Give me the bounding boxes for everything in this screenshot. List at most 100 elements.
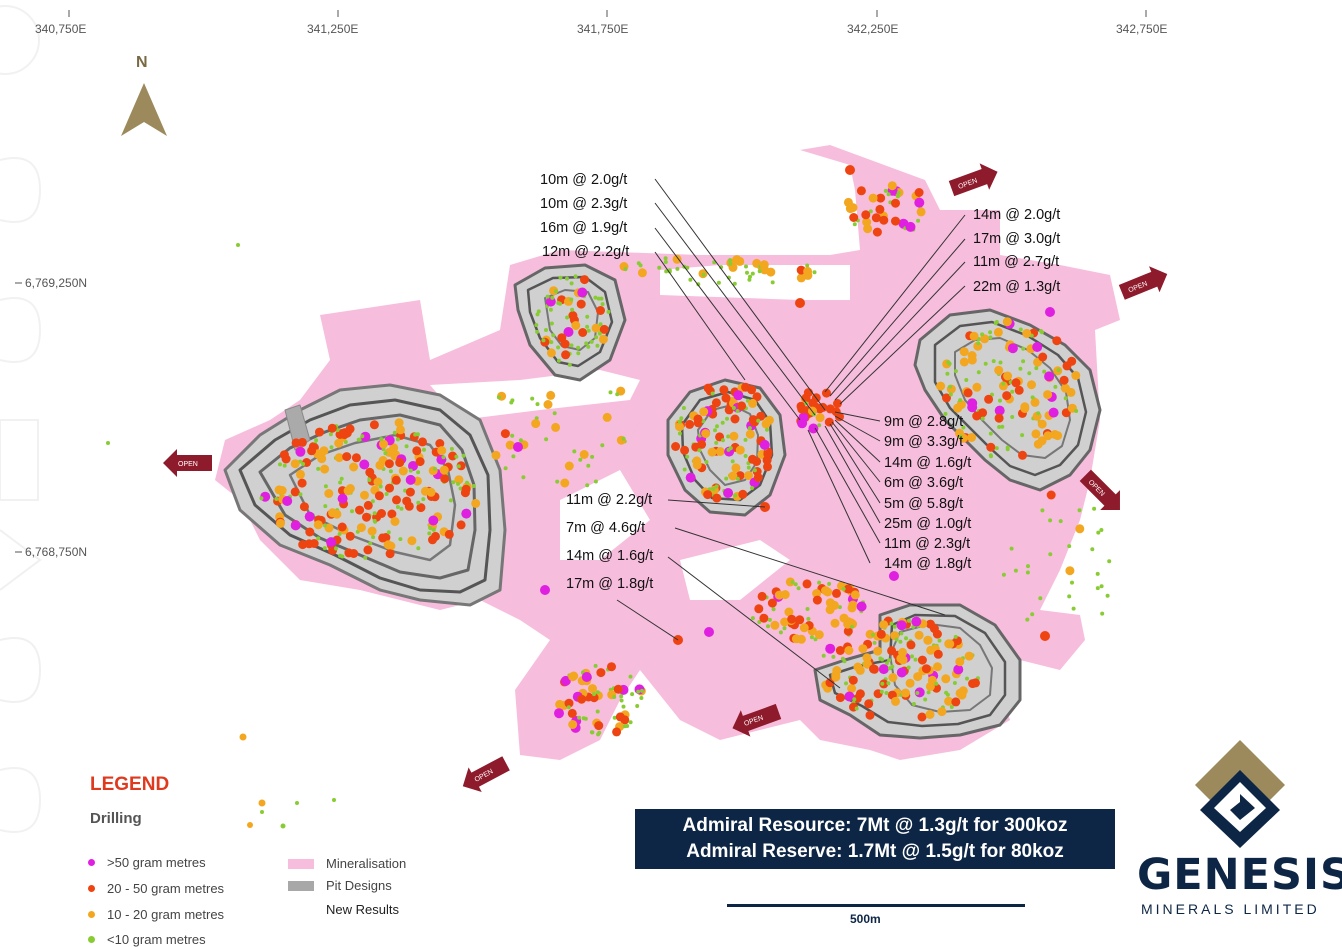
drill-hole-dot	[958, 398, 963, 403]
logo-subtitle: MINERALS LIMITED	[1141, 901, 1320, 917]
drill-hole-dot	[1059, 375, 1069, 385]
easting-label: 341,750E	[577, 22, 628, 36]
drill-hole-dot	[904, 636, 908, 641]
drill-hole-dot	[1074, 409, 1079, 413]
drill-hole-dot	[556, 358, 561, 363]
drill-hole-dot	[728, 261, 733, 266]
drill-hole-dot	[571, 321, 581, 330]
drill-hole-dot	[757, 269, 762, 274]
drill-hole-dot	[799, 623, 809, 633]
drill-hole-dot	[998, 381, 1008, 391]
drill-hole-dot	[822, 388, 831, 398]
drill-hole-dot	[1001, 381, 1006, 386]
drill-hole-dot	[368, 541, 373, 546]
drill-hole-dot	[913, 672, 923, 682]
resource-line: Admiral Resource: 7Mt @ 1.3g/t for 300ko…	[682, 815, 1068, 836]
drill-hole-dot	[500, 429, 510, 439]
drill-hole-dot	[564, 461, 574, 471]
drill-hole-dot	[374, 491, 384, 501]
drill-hole-dot	[578, 328, 588, 337]
drill-hole-dot	[791, 634, 801, 644]
drill-hole-dot	[887, 646, 897, 656]
drill-hole-dot	[944, 696, 954, 706]
intercept-label: 16m @ 1.9g/t	[540, 220, 627, 236]
drill-hole-dot	[905, 221, 916, 232]
drill-hole-dot	[630, 692, 635, 697]
drill-hole-dot	[984, 394, 994, 404]
drill-hole-dot	[465, 480, 469, 485]
drill-hole-dot	[448, 451, 458, 461]
drill-hole-dot	[378, 484, 383, 489]
drill-hole-dot	[395, 437, 400, 442]
drill-hole-dot	[825, 643, 836, 654]
legend-title: LEGEND	[90, 774, 170, 795]
drill-hole-dot	[427, 531, 432, 536]
drill-hole-dot	[896, 620, 907, 631]
drill-hole-dot	[535, 329, 540, 334]
drill-hole-dot	[757, 620, 762, 624]
drill-hole-dot	[588, 684, 597, 694]
drill-hole-dot	[589, 693, 599, 703]
drill-hole-dot	[743, 437, 748, 442]
drill-hole-dot	[418, 437, 427, 447]
drill-hole-dot	[351, 453, 361, 463]
easting-labels	[68, 10, 1147, 17]
drill-hole-dot	[835, 646, 845, 655]
legend-item: 10 - 20 gram metres	[88, 907, 224, 922]
drill-hole-dot	[958, 434, 963, 439]
drill-hole-dot	[567, 708, 577, 718]
drill-hole-dot	[435, 439, 445, 448]
drill-hole-dot	[612, 715, 617, 720]
drill-hole-dot	[976, 370, 981, 375]
drill-hole-dot	[565, 315, 570, 320]
drill-hole-dot	[746, 465, 751, 470]
drill-hole-dot	[855, 665, 865, 675]
drill-hole-dot	[563, 327, 574, 337]
drill-hole-dot	[1071, 371, 1081, 380]
drill-hole-dot	[554, 708, 564, 719]
drill-hole-dot	[754, 604, 764, 614]
drill-hole-dot	[937, 707, 947, 717]
drill-hole-dot	[710, 391, 715, 396]
drill-hole-dot	[886, 681, 891, 686]
drill-hole-dot	[1070, 580, 1074, 585]
drill-hole-dot	[953, 664, 964, 675]
drill-hole-dot	[967, 433, 977, 442]
drill-hole-dot	[913, 657, 918, 662]
drill-hole-dot	[379, 439, 388, 449]
drill-hole-dot	[926, 690, 931, 695]
drill-hole-dot	[1099, 584, 1104, 589]
drill-hole-dot	[831, 654, 836, 659]
intercept-label: 22m @ 1.3g/t	[973, 279, 1060, 295]
drill-hole-dot	[290, 459, 300, 469]
drill-hole-dot	[808, 423, 819, 434]
drill-hole-dot	[591, 323, 601, 333]
drill-hole-dot	[809, 635, 814, 640]
drill-hole-dot	[680, 445, 690, 455]
drill-hole-dot	[917, 712, 927, 722]
drill-hole-dot	[871, 632, 875, 637]
drill-hole-dot	[945, 371, 950, 376]
drill-hole-dot	[1027, 371, 1032, 376]
drill-hole-dot	[767, 617, 772, 622]
drill-hole-dot	[862, 217, 872, 227]
drill-hole-dot	[589, 339, 594, 344]
drill-hole-dot	[379, 437, 384, 442]
drill-hole-dot	[259, 496, 264, 501]
drill-hole-dot	[915, 691, 920, 695]
open-arrow-icon: OPEN	[948, 163, 998, 197]
drill-hole-dot	[994, 446, 999, 451]
drill-hole-dot	[805, 607, 810, 611]
drill-hole-dot	[748, 398, 758, 408]
drill-hole-dot	[297, 478, 307, 488]
drill-hole-dot	[953, 369, 958, 374]
drill-hole-dot	[906, 640, 916, 650]
drill-hole-dot	[612, 695, 617, 699]
drill-hole-dot	[637, 268, 647, 278]
drill-hole-dot	[1030, 612, 1035, 617]
open-arrow-icon	[462, 756, 510, 793]
drill-hole-dot	[387, 509, 397, 519]
drill-hole-dot	[964, 378, 969, 382]
drill-hole-dot	[334, 546, 338, 551]
drill-hole-dot	[735, 409, 740, 413]
